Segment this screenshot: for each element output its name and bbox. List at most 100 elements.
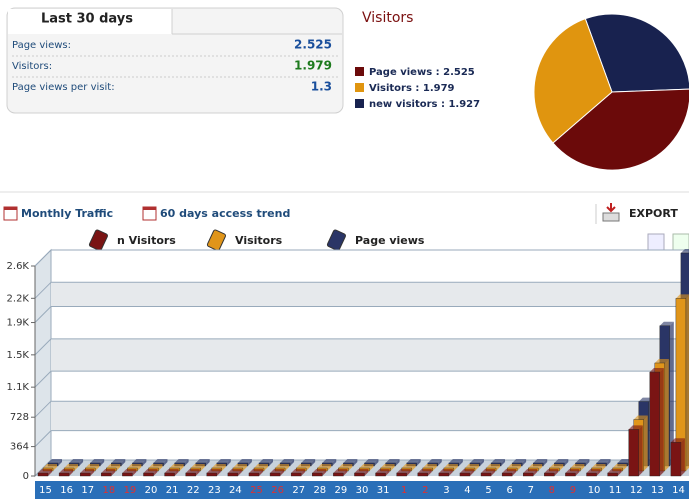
- bar-side: [226, 459, 231, 466]
- bar-side: [479, 459, 484, 466]
- pie-title: Visitors: [362, 10, 413, 26]
- legend-swatch: [355, 99, 364, 108]
- x-tick-label: 20: [145, 485, 158, 496]
- bar-side: [395, 459, 400, 466]
- bar-top: [448, 459, 463, 463]
- bar: [164, 472, 175, 477]
- bar-top: [48, 459, 62, 463]
- x-tick-label: 29: [335, 485, 348, 496]
- bar-top: [654, 359, 669, 363]
- bar-side: [496, 464, 501, 471]
- bar-side: [242, 464, 247, 471]
- bar-top: [270, 469, 285, 473]
- bar-top: [570, 464, 585, 468]
- legend-label: Visitors: [235, 234, 283, 247]
- legend-swatch: [355, 67, 364, 76]
- x-tick-label: 21: [166, 485, 179, 496]
- bar-side: [538, 464, 543, 471]
- x-tick-label: 30: [356, 485, 369, 496]
- bar-top: [544, 469, 559, 473]
- bar-side: [79, 459, 84, 466]
- bar-side: [474, 464, 479, 471]
- export-icon: [602, 203, 620, 222]
- bar: [523, 472, 534, 477]
- grid-line: [34, 338, 52, 356]
- bar-side: [205, 459, 210, 466]
- legend-label: n Visitors: [117, 234, 176, 247]
- bar: [501, 472, 513, 477]
- x-tick-label: 5: [485, 485, 491, 496]
- export-button[interactable]: EXPORT: [629, 207, 678, 220]
- stat-value: 1.979: [294, 59, 332, 73]
- bar: [79, 472, 91, 477]
- bar-top: [64, 464, 79, 468]
- stats-title: Last 30 days: [41, 12, 133, 27]
- bar-top: [633, 415, 648, 420]
- bar-side: [221, 464, 226, 471]
- bar: [649, 371, 661, 477]
- bar-top: [549, 464, 564, 468]
- bar-top: [680, 249, 689, 253]
- trend-link[interactable]: 60 days access trend: [160, 207, 290, 220]
- stats-tab: [8, 9, 172, 34]
- bar-side: [121, 459, 126, 466]
- x-tick-label: 10: [588, 485, 601, 496]
- y-tick-label: 1.5K: [7, 350, 30, 361]
- bar-side: [137, 464, 142, 471]
- bar-side: [179, 464, 184, 471]
- bar-side: [427, 469, 432, 476]
- bar-top: [301, 459, 316, 463]
- bar-side: [158, 464, 163, 471]
- bar-side: [437, 459, 442, 466]
- bar-side: [364, 469, 369, 476]
- bar-side: [322, 469, 327, 476]
- bar-side: [332, 459, 337, 466]
- bar: [544, 472, 555, 477]
- x-tick-label: 18: [102, 485, 115, 496]
- bar-top: [596, 459, 611, 463]
- bar-top: [649, 368, 664, 373]
- legend-icon: [326, 229, 346, 251]
- bar-side: [48, 469, 52, 476]
- bar: [438, 472, 450, 477]
- bar: [37, 472, 49, 477]
- bar-top: [153, 459, 168, 463]
- grid-band: [51, 338, 689, 372]
- y-tick-label: 1.9K: [7, 318, 30, 329]
- bar-top: [443, 464, 458, 468]
- bar-side: [617, 469, 622, 476]
- bar-side: [664, 359, 669, 471]
- bar-side: [432, 464, 437, 471]
- x-tick-label: 17: [81, 485, 94, 496]
- bar-top: [258, 459, 273, 463]
- bar-side: [575, 469, 580, 476]
- bar-side: [580, 464, 585, 471]
- bar: [565, 472, 576, 477]
- bar-top: [338, 464, 353, 468]
- bar-side: [111, 469, 116, 476]
- bar-top: [528, 464, 543, 468]
- grid-band: [51, 282, 689, 307]
- x-tick-label: 31: [377, 485, 390, 496]
- x-tick-label: 13: [651, 485, 664, 496]
- bar-top: [612, 464, 627, 468]
- bar-side: [685, 295, 689, 471]
- bar-top: [343, 459, 358, 463]
- bar: [143, 472, 154, 477]
- bar: [206, 472, 217, 477]
- bar-top: [486, 464, 501, 468]
- bar-top: [396, 469, 411, 473]
- bar-top: [364, 459, 379, 463]
- x-tick-label: 7: [528, 485, 534, 496]
- x-tick-label: 26: [271, 485, 284, 496]
- stat-label: Page views:: [12, 40, 71, 51]
- monthly-traffic-link[interactable]: Monthly Traffic: [21, 207, 113, 220]
- x-tick-label: 25: [250, 485, 263, 496]
- x-tick-label: 9: [570, 485, 576, 496]
- bar-top: [164, 469, 179, 473]
- bar-top: [90, 459, 105, 463]
- bar-legend: n Visitors Visitors Page views: [88, 229, 425, 251]
- bar-side: [458, 459, 463, 466]
- bar-side: [132, 469, 137, 476]
